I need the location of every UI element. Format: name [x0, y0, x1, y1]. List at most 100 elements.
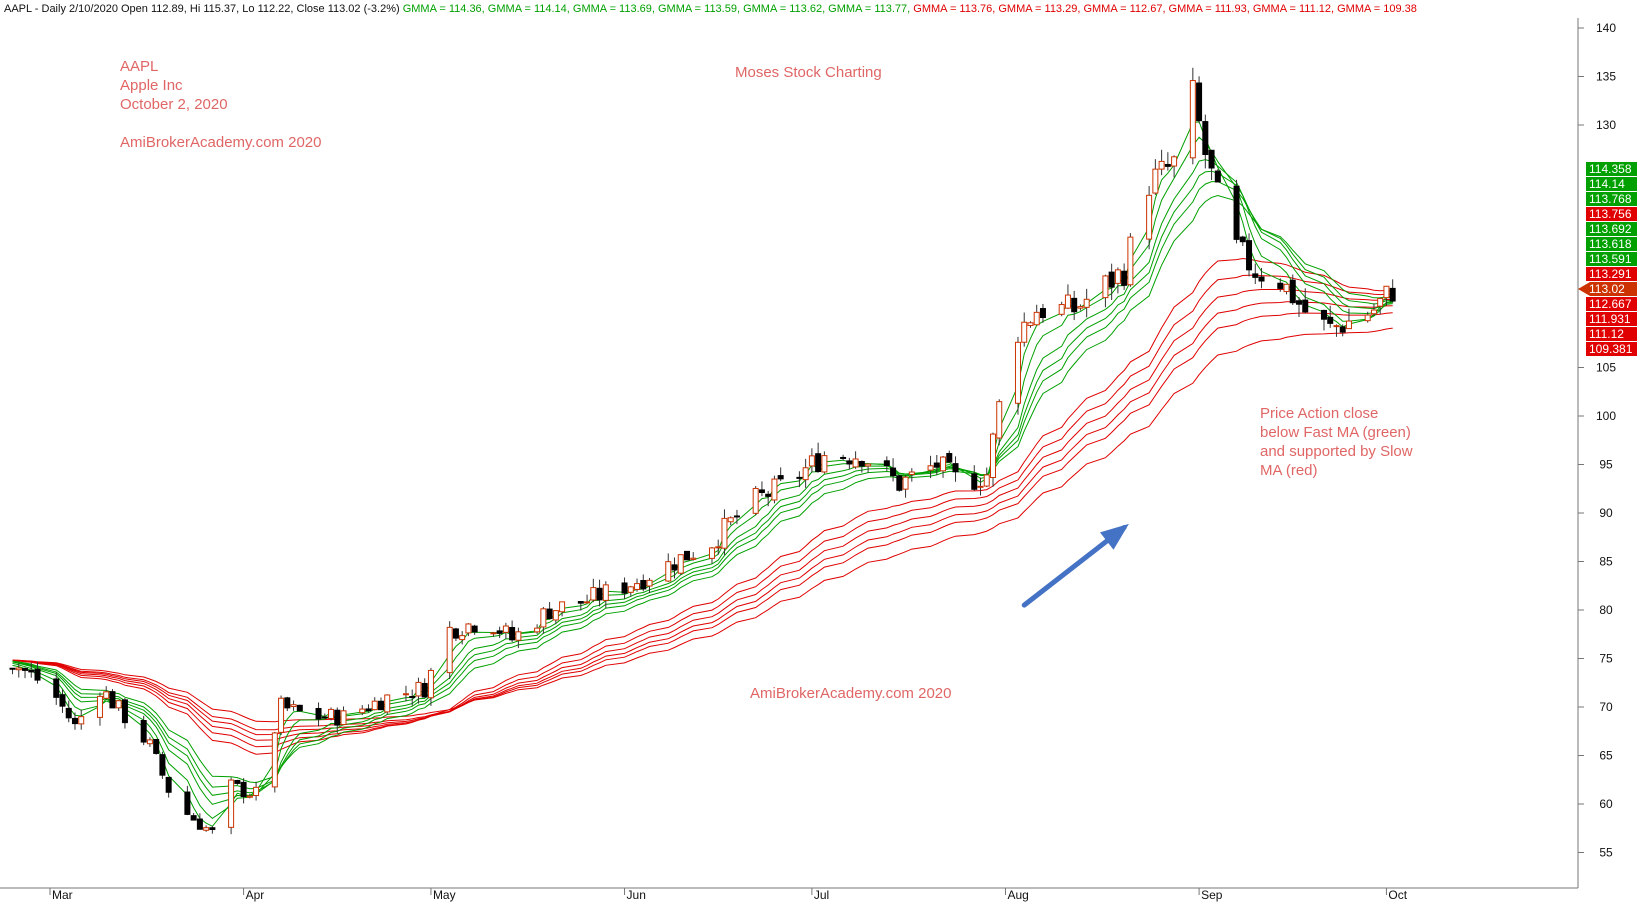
value-label: 113.02 [1589, 282, 1625, 296]
value-label: 111.931 [1589, 312, 1631, 326]
candle-body [509, 627, 516, 641]
header-gmma-8: GMMA = 113.29, [995, 3, 1080, 15]
candle-body [502, 625, 509, 633]
header-gmma-9: GMMA = 112.67, [1080, 3, 1165, 15]
candle-body [1014, 341, 1021, 404]
value-label-bg [1586, 267, 1637, 281]
candle-body [334, 709, 341, 726]
annotations: AAPL Apple Inc October 2, 2020 AmiBroker… [120, 58, 1413, 702]
candle-body [359, 708, 366, 714]
fast-ma-line-5 [12, 181, 1393, 790]
candle-body [446, 626, 453, 674]
y-tick-labels: 55 60 65 70 75 80 85 90 95 100 105 130 135 140 [1596, 21, 1616, 860]
y-tick-label: 140 [1596, 21, 1616, 35]
candle-body [471, 625, 478, 633]
value-label: 111.12 [1589, 327, 1624, 341]
candle-body [1108, 271, 1115, 288]
candle-body [1233, 185, 1240, 240]
candle-body [184, 791, 191, 815]
candle-body [377, 700, 384, 711]
y-tick-label: 135 [1596, 70, 1616, 84]
fast-ma-line-3 [12, 159, 1393, 805]
candle-body [983, 474, 990, 487]
x-tick-label: Apr [246, 888, 265, 902]
candle-body [1189, 80, 1196, 159]
value-label-bg [1586, 312, 1637, 326]
candle-body [234, 779, 241, 784]
chart-header: AAPL - Daily 2/10/2020 Open 112.89, Hi 1… [4, 3, 1417, 15]
value-label-bg [1578, 282, 1637, 296]
candle-body [821, 455, 828, 473]
candle-body [852, 458, 859, 468]
candle-body [590, 587, 597, 601]
x-tick-label: Sep [1201, 888, 1223, 902]
candle-body [1158, 160, 1165, 170]
candle-body [296, 704, 303, 712]
candle-body [34, 668, 41, 681]
slow-ma-line-4 [12, 301, 1393, 736]
candle-body [71, 717, 78, 725]
candle-body [203, 827, 210, 831]
candle-body [159, 754, 166, 776]
candle-body [402, 693, 409, 696]
candle-body [933, 462, 940, 468]
candle-body [1164, 163, 1171, 167]
candle-body [1327, 316, 1334, 324]
candle-body [796, 476, 803, 479]
candle-body [96, 695, 103, 718]
value-label-bg [1586, 222, 1637, 236]
header-gmma-6: GMMA = 113.77, [825, 3, 910, 15]
candle-body [902, 476, 909, 490]
candle-body [1202, 121, 1209, 155]
candle-body [1258, 276, 1265, 282]
candle-body [534, 627, 541, 633]
value-label-bg [1586, 252, 1637, 266]
candle-body [858, 460, 865, 467]
candle-body [22, 667, 29, 671]
candle-body [671, 564, 678, 571]
candle-body [153, 739, 160, 754]
header-gmma-4: GMMA = 113.59, [655, 3, 740, 15]
x-tick-label: Jun [627, 888, 646, 902]
x-tick-labels: Mar Apr May Jun Jul Aug Sep Oct [52, 888, 1408, 902]
x-tick-label: May [433, 888, 456, 902]
value-label: 113.768 [1589, 192, 1632, 206]
y-tick-label: 100 [1596, 409, 1616, 423]
header-gmma-3: GMMA = 113.69, [570, 3, 655, 15]
site-label-bottom: AmiBrokerAcademy.com 2020 [750, 685, 951, 702]
candle-body [758, 489, 765, 494]
candle-body [677, 554, 684, 574]
candle-body [1121, 270, 1128, 286]
candle-body [246, 795, 253, 798]
y-tick-label: 55 [1599, 846, 1613, 860]
candle-body [1033, 311, 1040, 326]
x-tick-label: Mar [52, 888, 73, 902]
candle-body [315, 707, 322, 720]
candle-body [452, 628, 459, 639]
candle-body [15, 667, 22, 671]
candle-body [946, 453, 953, 463]
value-label: 113.291 [1589, 267, 1632, 281]
candle-body [552, 610, 559, 621]
candle-body [559, 601, 566, 613]
header-gmma-10: GMMA = 111.93, [1166, 3, 1250, 15]
trend-arrow-head [1100, 523, 1129, 550]
candle-body [727, 517, 734, 523]
fast-ma-line-4 [12, 170, 1393, 796]
candle-body [1383, 285, 1390, 299]
candle-body [1064, 294, 1071, 309]
candle-body [465, 623, 472, 634]
header-gmma-1: GMMA = 114.36, [403, 3, 485, 15]
value-label-bg [1586, 162, 1637, 176]
slow-ma-line-2 [12, 274, 1393, 748]
grid [49, 27, 1584, 895]
candle-body [596, 587, 603, 601]
candle-body [209, 827, 216, 831]
date-label: October 2, 2020 [120, 96, 228, 113]
header-gmma-2: GMMA = 114.14, [485, 3, 570, 15]
candle-body [1071, 297, 1078, 313]
candle-body [290, 704, 297, 708]
candle-body [1339, 326, 1346, 333]
candle-body [627, 586, 634, 593]
candle-body [140, 720, 147, 743]
